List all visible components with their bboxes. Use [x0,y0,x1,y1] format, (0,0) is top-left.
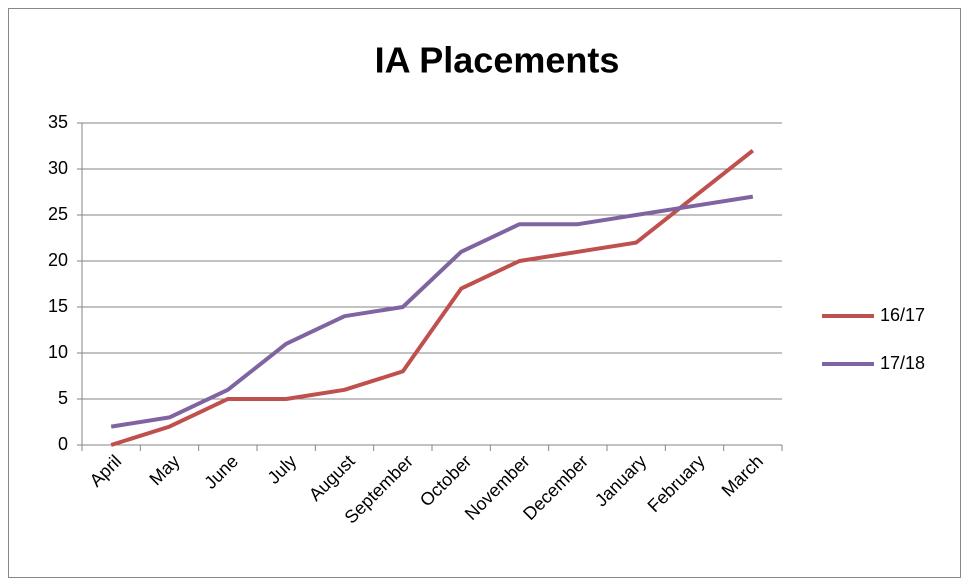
legend-label: 16/17 [880,305,925,325]
chart-frame [8,8,961,578]
y-tick-label: 10 [48,342,68,362]
y-tick-label: 0 [58,434,68,454]
legend-label: 17/18 [880,353,925,373]
y-tick-label: 15 [48,296,68,316]
y-tick-label: 35 [48,112,68,132]
y-tick-label: 5 [58,388,68,408]
chart-title: IA Placements [375,40,620,81]
series-line [110,194,754,429]
y-tick-label: 20 [48,250,68,270]
y-tick-label: 25 [48,204,68,224]
series-line [110,149,755,447]
y-tick-label: 30 [48,158,68,178]
